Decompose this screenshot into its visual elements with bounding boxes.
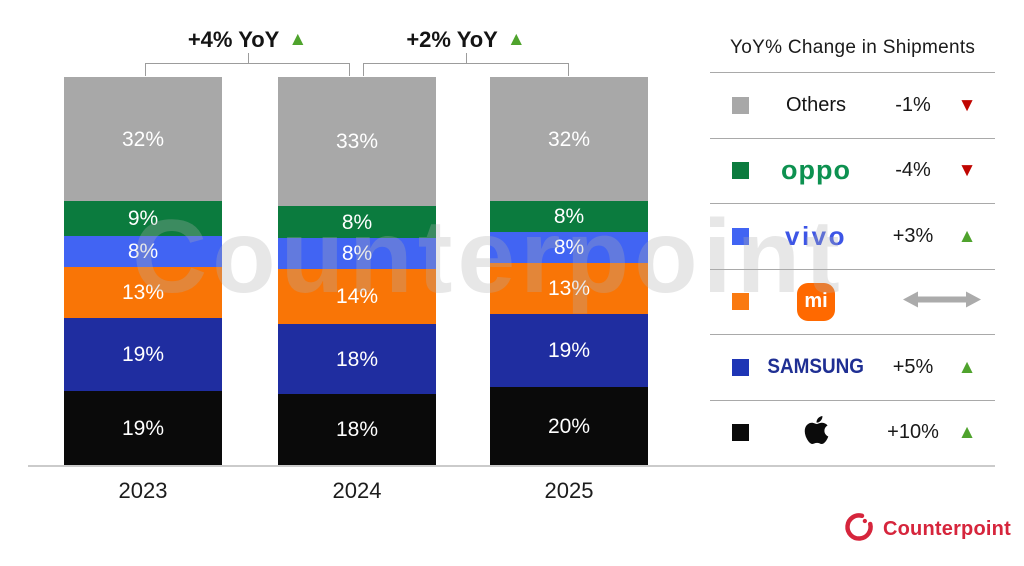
segment-label-others-2024: 33% — [335, 130, 379, 154]
segment-xiaomi-2023: 13% — [64, 267, 222, 318]
xiaomi-mi-logo-text: mi — [804, 290, 828, 313]
segment-label-others-2025: 32% — [547, 127, 591, 151]
apple-logo-icon — [804, 414, 829, 451]
segment-label-oppo-2024: 8% — [341, 210, 373, 234]
segment-label-samsung-2023: 19% — [121, 342, 165, 366]
legend-change-vivo: +3% — [892, 224, 934, 247]
segment-label-apple-2025: 20% — [547, 414, 591, 438]
legend-change-oppo: -4% — [895, 159, 931, 182]
segment-xiaomi-2024: 14% — [278, 269, 436, 324]
segment-label-xiaomi-2023: 13% — [121, 280, 165, 304]
legend-row-xiaomi: mi — [710, 270, 995, 335]
up-triangle-icon: ▲ — [506, 29, 526, 50]
yoy-annotation-text: +2% YoY — [406, 27, 498, 52]
legend-brand-cell-samsung: SAMSUNG — [749, 355, 883, 379]
segment-label-xiaomi-2025: 13% — [547, 276, 591, 300]
legend-swatch-vivo — [732, 227, 749, 245]
legend-brand-cell-vivo: vivo — [749, 221, 883, 252]
segment-apple-2023: 19% — [64, 391, 222, 465]
segment-vivo-2023: 8% — [64, 236, 222, 268]
segment-vivo-2025: 8% — [490, 232, 648, 264]
up-triangle-icon: ▲ — [957, 356, 977, 378]
segment-label-vivo-2025: 8% — [553, 236, 585, 260]
legend-change-apple: +10% — [887, 421, 939, 444]
samsung-logo: SAMSUNG — [767, 355, 865, 379]
yoy-bracket-2023-2024 — [145, 63, 350, 76]
legend-brand-cell-others: Others — [749, 94, 883, 117]
legend-brand-cell-xiaomi: mi — [749, 282, 883, 321]
segment-label-xiaomi-2024: 14% — [335, 284, 379, 308]
x-axis-line — [28, 465, 995, 467]
others-label: Others — [785, 93, 847, 116]
up-triangle-icon: ▲ — [957, 422, 977, 444]
segment-oppo-2025: 8% — [490, 201, 648, 233]
segment-label-samsung-2025: 19% — [547, 339, 591, 363]
segment-others-2024: 33% — [278, 77, 436, 207]
segment-label-samsung-2024: 18% — [335, 347, 379, 371]
legend-swatch-xiaomi — [732, 293, 749, 311]
up-triangle-icon: ▲ — [957, 225, 977, 247]
segment-samsung-2025: 19% — [490, 313, 648, 388]
segment-others-2023: 32% — [64, 77, 222, 202]
segment-others-2025: 32% — [490, 77, 648, 202]
legend-brand-cell-apple — [749, 414, 883, 451]
segment-apple-2025: 20% — [490, 387, 648, 465]
x-axis-label-2024: 2024 — [332, 478, 382, 503]
up-triangle-icon: ▲ — [288, 29, 308, 50]
legend-row-vivo: vivo +3% ▲ — [710, 204, 995, 270]
legend-change-samsung: +5% — [892, 355, 934, 378]
segment-vivo-2024: 8% — [278, 237, 436, 270]
counterpoint-logo-icon — [843, 511, 875, 548]
oppo-logo: oppo — [781, 155, 851, 186]
flat-double-arrow-icon — [903, 290, 981, 313]
yoy-annotation-2024-2025: +2% YoY ▲ — [406, 27, 525, 53]
segment-label-apple-2023: 19% — [121, 416, 165, 440]
x-axis-label-2023: 2023 — [118, 478, 168, 503]
legend-row-samsung: SAMSUNG +5% ▲ — [710, 335, 995, 401]
bar-2025: 32% 8% 8% 13% 19% 20% — [490, 77, 648, 465]
legend-swatch-apple — [732, 424, 749, 442]
segment-label-vivo-2024: 8% — [341, 241, 373, 265]
legend-swatch-oppo — [732, 162, 749, 180]
x-axis-label-2025: 2025 — [544, 478, 594, 503]
vivo-logo: vivo — [784, 220, 848, 251]
down-triangle-icon: ▼ — [957, 94, 977, 116]
down-triangle-icon: ▼ — [957, 160, 977, 182]
counterpoint-logo-text: Counterpoint — [883, 518, 1011, 540]
legend-rows: Others -1% ▼ oppo -4% ▼ vivo +3% ▲ mi SAMSUNG +5% ▲ +… — [710, 72, 995, 465]
counterpoint-logo: Counterpoint — [843, 511, 1011, 548]
bar-2023: 32% 9% 8% 13% 19% 19% — [64, 77, 222, 465]
legend-change-others: -1% — [895, 93, 931, 116]
bar-2024: 33% 8% 8% 14% 18% 18% — [278, 77, 436, 465]
yoy-bracket-2024-2025 — [363, 63, 569, 76]
xiaomi-mi-logo: mi — [797, 282, 835, 321]
legend-title: YoY% Change in Shipments — [730, 37, 976, 58]
segment-label-others-2023: 32% — [121, 127, 165, 151]
legend-row-others: Others -1% ▼ — [710, 73, 995, 139]
segment-samsung-2024: 18% — [278, 323, 436, 395]
yoy-annotation-2023-2024: +4% YoY ▲ — [188, 27, 307, 53]
segment-oppo-2024: 8% — [278, 206, 436, 238]
segment-label-oppo-2023: 9% — [127, 207, 159, 231]
legend-row-oppo: oppo -4% ▼ — [710, 139, 995, 204]
yoy-annotation-text: +4% YoY — [187, 27, 280, 52]
segment-label-vivo-2023: 8% — [127, 240, 159, 264]
segment-label-oppo-2025: 8% — [553, 205, 585, 229]
legend-swatch-others — [732, 96, 749, 114]
segment-oppo-2023: 9% — [64, 201, 222, 237]
segment-apple-2024: 18% — [278, 394, 436, 465]
legend-swatch-samsung — [732, 358, 749, 376]
segment-xiaomi-2025: 13% — [490, 263, 648, 314]
segment-label-apple-2024: 18% — [335, 418, 379, 442]
yoy-bracket-tick — [466, 53, 467, 63]
yoy-bracket-tick — [247, 53, 249, 63]
segment-samsung-2023: 19% — [64, 317, 222, 392]
legend-row-apple: +10% ▲ — [710, 401, 995, 466]
legend-brand-cell-oppo: oppo — [749, 155, 883, 186]
